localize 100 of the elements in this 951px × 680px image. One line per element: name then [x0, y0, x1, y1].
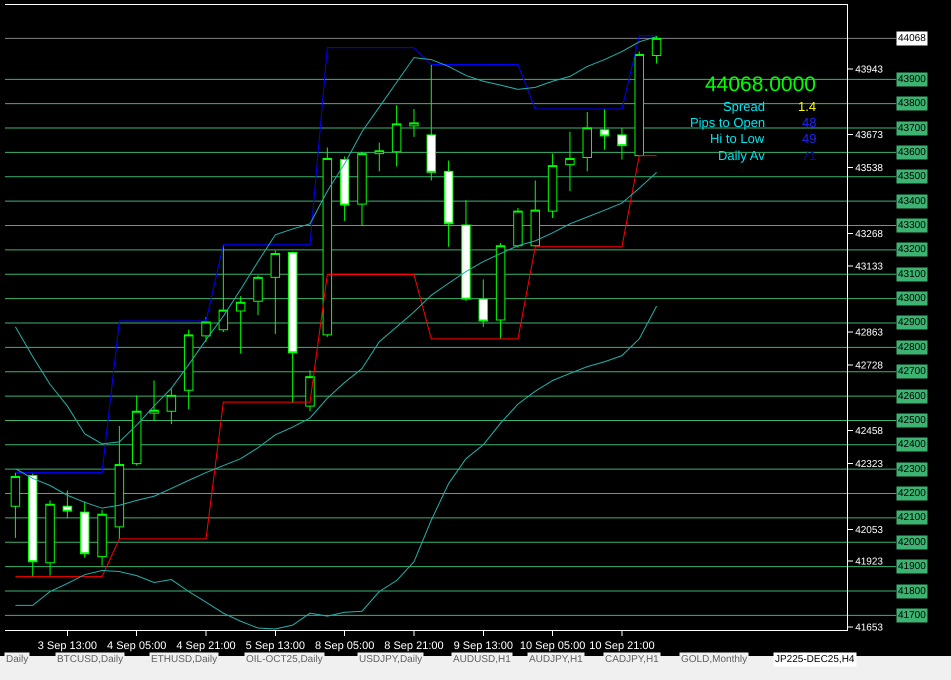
- candlestick: [392, 104, 402, 168]
- text: OIL-OCT25,Daily: [246, 654, 323, 665]
- y-tick-label: 42053: [855, 524, 884, 536]
- x-tick-label: 8 Sep 21:00: [384, 640, 444, 652]
- text: Hi to Low: [710, 131, 765, 146]
- ref-line-label: 44068: [898, 33, 926, 44]
- ref-line-label: 42200: [898, 488, 926, 499]
- candlestick: [114, 426, 124, 540]
- text: AUDUSD,H1: [453, 654, 512, 665]
- candlestick: [548, 153, 558, 218]
- x-tick-label: 9 Sep 13:00: [454, 640, 513, 652]
- line-series: [14, 306, 658, 630]
- y-tick-label: 43673: [855, 130, 884, 142]
- ref-line-label: 43000: [898, 293, 926, 304]
- candlestick: [132, 394, 142, 466]
- ref-line-label: 42600: [898, 391, 926, 402]
- ref-line-label: 42300: [898, 464, 926, 475]
- x-tick-label: 10 Sep 21:00: [589, 640, 655, 652]
- candlestick: [28, 473, 38, 578]
- candlestick: [288, 251, 298, 404]
- x-tick-label: 4 Sep 21:00: [176, 640, 236, 652]
- ref-line-label: 42900: [898, 317, 926, 328]
- candlestick: [10, 472, 20, 538]
- ref-line-label: 42500: [898, 415, 926, 426]
- ref-line-label: 43800: [898, 98, 926, 109]
- ref-line-label: 41900: [898, 561, 926, 572]
- y-tick-label: 42728: [855, 360, 884, 372]
- candlestick: [600, 108, 610, 150]
- candlestick: [270, 250, 280, 334]
- candlestick: [45, 500, 55, 576]
- y-tick-label: 43943: [855, 64, 884, 76]
- y-tick-label: 41653: [855, 622, 884, 634]
- candlestick: [617, 127, 627, 160]
- candlestick: [478, 278, 488, 328]
- candlestick: [80, 500, 90, 558]
- text: 49: [802, 131, 816, 146]
- ref-line-label: 43900: [898, 74, 926, 85]
- candlestick: [201, 316, 211, 342]
- candlestick: [444, 160, 454, 248]
- text: BTCUSD,Daily: [57, 654, 124, 665]
- candlestick: [166, 388, 176, 425]
- candlestick: [184, 329, 194, 410]
- candlestick: [149, 380, 159, 422]
- y-tick-label: 43133: [855, 262, 884, 273]
- line-series: [14, 172, 658, 509]
- candlestick: [426, 64, 436, 181]
- text: JP225-DEC25,H4: [775, 654, 855, 665]
- x-tick-label: 5 Sep 13:00: [246, 640, 305, 652]
- ref-line-label: 42100: [898, 512, 926, 523]
- candlestick: [97, 510, 107, 566]
- candlestick: [634, 51, 644, 156]
- candlestick: [582, 111, 592, 172]
- x-tick-label: 8 Sep 05:00: [314, 640, 374, 652]
- text: Daily: [6, 654, 28, 665]
- x-tick-label: 3 Sep 13:00: [38, 640, 98, 652]
- candlestick: [409, 108, 419, 138]
- text: Pips to Open: [690, 115, 766, 130]
- text: 44068.0000: [705, 73, 816, 96]
- y-tick-label: 43268: [855, 228, 884, 240]
- candlestick: [652, 35, 662, 64]
- text: AUDJPY,H1: [529, 654, 584, 665]
- text: GOLD,Monthly: [681, 654, 748, 665]
- ref-line-label: 43100: [898, 269, 926, 280]
- ref-line-label: 42400: [898, 439, 926, 450]
- ref-line-label: 43700: [898, 123, 926, 134]
- ref-line-label: 42700: [898, 366, 926, 377]
- line-series: [14, 155, 658, 578]
- candlestick: [513, 207, 523, 248]
- y-tick-label: 42323: [855, 459, 884, 470]
- candlestick: [340, 156, 350, 222]
- candlestick: [374, 142, 384, 172]
- text: CADJPY,H1: [605, 654, 660, 665]
- ref-line-label: 43400: [898, 196, 926, 207]
- ref-line-label: 42800: [898, 342, 926, 353]
- x-tick-label: 10 Sep 05:00: [520, 640, 586, 652]
- x-tick-label: 4 Sep 05:00: [107, 640, 166, 652]
- text: USDJPY,Daily: [359, 654, 422, 665]
- y-tick-label: 42863: [855, 328, 884, 338]
- ref-line-label: 43200: [898, 244, 926, 255]
- candlestick: [357, 151, 367, 226]
- candlestick: [322, 147, 332, 338]
- candlestick: [218, 244, 228, 332]
- text: 48: [802, 115, 816, 130]
- y-tick-label: 42458: [855, 426, 884, 438]
- y-tick-label: 41923: [855, 556, 884, 568]
- ref-line-label: 43600: [898, 147, 926, 158]
- ref-line-label: 41800: [898, 586, 926, 597]
- candlestick: [530, 180, 540, 248]
- candlestick: [62, 490, 72, 519]
- ref-line-label: 43300: [898, 220, 926, 231]
- text: ETHUSD,Daily: [151, 654, 218, 665]
- ref-line-label: 41700: [898, 610, 926, 621]
- ref-line-label: 43500: [898, 171, 926, 182]
- y-tick-label: 43538: [855, 163, 884, 174]
- ref-line-label: 42000: [898, 537, 926, 548]
- candlestick: [236, 296, 246, 354]
- candlestick: [253, 274, 263, 316]
- candlestick: [565, 131, 575, 192]
- candlestick: [496, 242, 506, 340]
- candlestick: [461, 200, 471, 302]
